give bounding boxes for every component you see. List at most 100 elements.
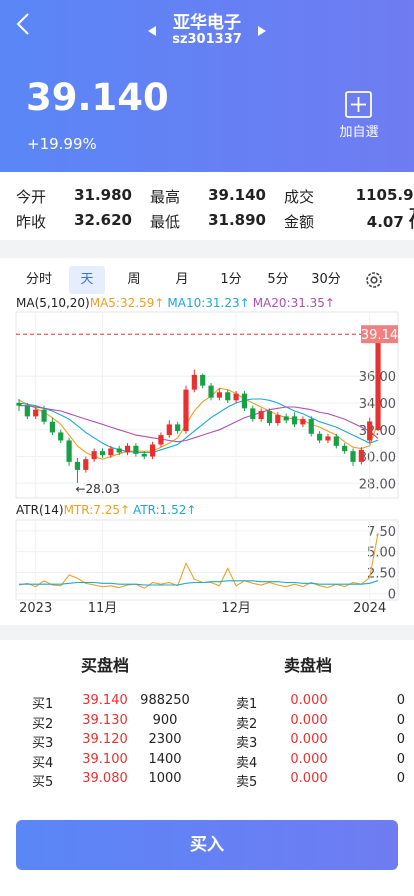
- y-tick-label: 7.50: [367, 525, 396, 540]
- level: 卖3: [236, 736, 258, 752]
- settings-icon[interactable]: [362, 268, 386, 292]
- level: 买5: [32, 775, 54, 791]
- candle-body: [233, 393, 239, 401]
- add-icon[interactable]: [344, 90, 374, 120]
- candle-body: [275, 415, 281, 424]
- volume: 0: [396, 712, 405, 728]
- candle-body: [225, 392, 231, 401]
- candle-body: [91, 451, 97, 460]
- buy-button[interactable]: 买入: [16, 820, 398, 870]
- legend-entry: MA5:32.59↑: [90, 296, 165, 310]
- x-tick-label: 11月: [88, 601, 118, 616]
- prev-arrow[interactable]: [146, 24, 158, 38]
- candle-body: [208, 385, 214, 398]
- bid-price: 0.000: [290, 751, 328, 767]
- candle-body: [16, 402, 22, 406]
- level: 卖1: [236, 697, 258, 712]
- line: [19, 580, 379, 586]
- stat-value: 31.980: [74, 186, 132, 204]
- bid-price: 39.120: [82, 732, 128, 748]
- candle-body: [358, 449, 364, 462]
- tab[interactable]: 月: [175, 272, 189, 287]
- legend-entry: MA20:31.35↑: [253, 296, 335, 310]
- low-label: ←28.03: [75, 482, 119, 496]
- bid-price: 39.140: [82, 693, 128, 708]
- volume: 0: [396, 751, 405, 767]
- candle-body: [133, 445, 139, 454]
- candle-body: [375, 334, 381, 431]
- legend-entry: ATR:1.52↑: [133, 503, 196, 517]
- watch-button[interactable]: 加自選: [339, 125, 379, 140]
- tab[interactable]: 周: [127, 272, 141, 287]
- candle-body: [183, 389, 189, 432]
- candle-body: [99, 451, 106, 456]
- back-button[interactable]: [12, 10, 36, 38]
- candle-body: [308, 419, 314, 434]
- stat-label: 成交: [284, 188, 315, 206]
- candle-body: [150, 444, 156, 457]
- tab[interactable]: 1分: [220, 272, 242, 287]
- stock-code: sz301337: [172, 32, 242, 47]
- candle-body: [350, 451, 356, 462]
- volume: 1000: [148, 771, 182, 787]
- legend-title: MA(5,10,20): [16, 296, 90, 310]
- x-tick-label: 12月: [221, 601, 251, 616]
- bid-price: 39.130: [82, 712, 128, 728]
- line: [18, 532, 379, 589]
- y-tick-label: 30.00: [359, 451, 396, 466]
- tab[interactable]: 天: [69, 266, 105, 294]
- legend-entry: MTR:7.25↑: [64, 503, 130, 517]
- volume: 0: [396, 732, 405, 748]
- x-tick-label: 2024: [353, 601, 386, 616]
- x-tick-label: 2023: [19, 601, 52, 616]
- price: 39.140: [26, 76, 169, 119]
- candle-body: [66, 440, 72, 462]
- stat-label: 金额: [284, 213, 315, 231]
- legend-entry: MA10:31.23↑: [167, 296, 249, 310]
- y-tick-label: 28.00: [359, 477, 396, 492]
- bid-price: 39.100: [82, 751, 128, 767]
- tab[interactable]: 30分: [311, 272, 341, 287]
- candle-body: [317, 433, 323, 441]
- candle-body: [342, 445, 348, 452]
- stats: 今开 31.980 最高 39.140 成交 1105.92 万昨收 32.620 最低 31.…: [0, 172, 414, 240]
- volume: 900: [152, 712, 178, 728]
- stat-value: 31.890: [208, 211, 266, 229]
- y-tick-label: 0: [388, 587, 396, 602]
- candle-body: [200, 374, 206, 386]
- volume: 988250: [140, 693, 190, 708]
- level: 买1: [32, 697, 54, 712]
- candle-body: [49, 421, 55, 433]
- candle-body: [141, 453, 147, 457]
- tab[interactable]: 5分: [267, 272, 289, 287]
- candle-body: [83, 459, 89, 470]
- volume: 1400: [148, 751, 182, 767]
- candle-body: [258, 411, 264, 420]
- stat-value: 39.140: [208, 186, 266, 204]
- volume: 0: [396, 771, 405, 787]
- bid-price: 0.000: [290, 771, 328, 787]
- order-book: 买盘档 卖盘档 买入 买1 39.140 988250 买2 39.130 900 买3 39…: [0, 640, 414, 896]
- bid-price: 39.080: [82, 771, 128, 787]
- candle-body: [58, 432, 64, 441]
- candle-body: [24, 405, 30, 417]
- y-tick-label: 5.00: [367, 546, 396, 561]
- y-tick-label: 2.50: [367, 567, 396, 582]
- candle-body: [33, 409, 39, 417]
- plot-frame: [15, 311, 399, 499]
- tab[interactable]: 分时: [25, 272, 52, 287]
- stat-label: 最高: [150, 188, 181, 206]
- line: [19, 405, 379, 443]
- next-arrow[interactable]: [256, 24, 268, 38]
- stat-label: 昨收: [16, 213, 47, 231]
- legend-title: ATR(14): [16, 503, 64, 517]
- stat-value: 4.07 亿: [366, 213, 414, 231]
- candle-body: [291, 416, 298, 425]
- chart: 28.0030.0032.0034.0036.0002.505.007.5020…: [15, 296, 399, 616]
- stock-name: 亚华电子: [173, 13, 241, 33]
- level: 买4: [32, 755, 54, 771]
- candle-body: [166, 424, 172, 436]
- buy-title: 买盘档: [80, 656, 129, 675]
- candle-body: [74, 461, 81, 470]
